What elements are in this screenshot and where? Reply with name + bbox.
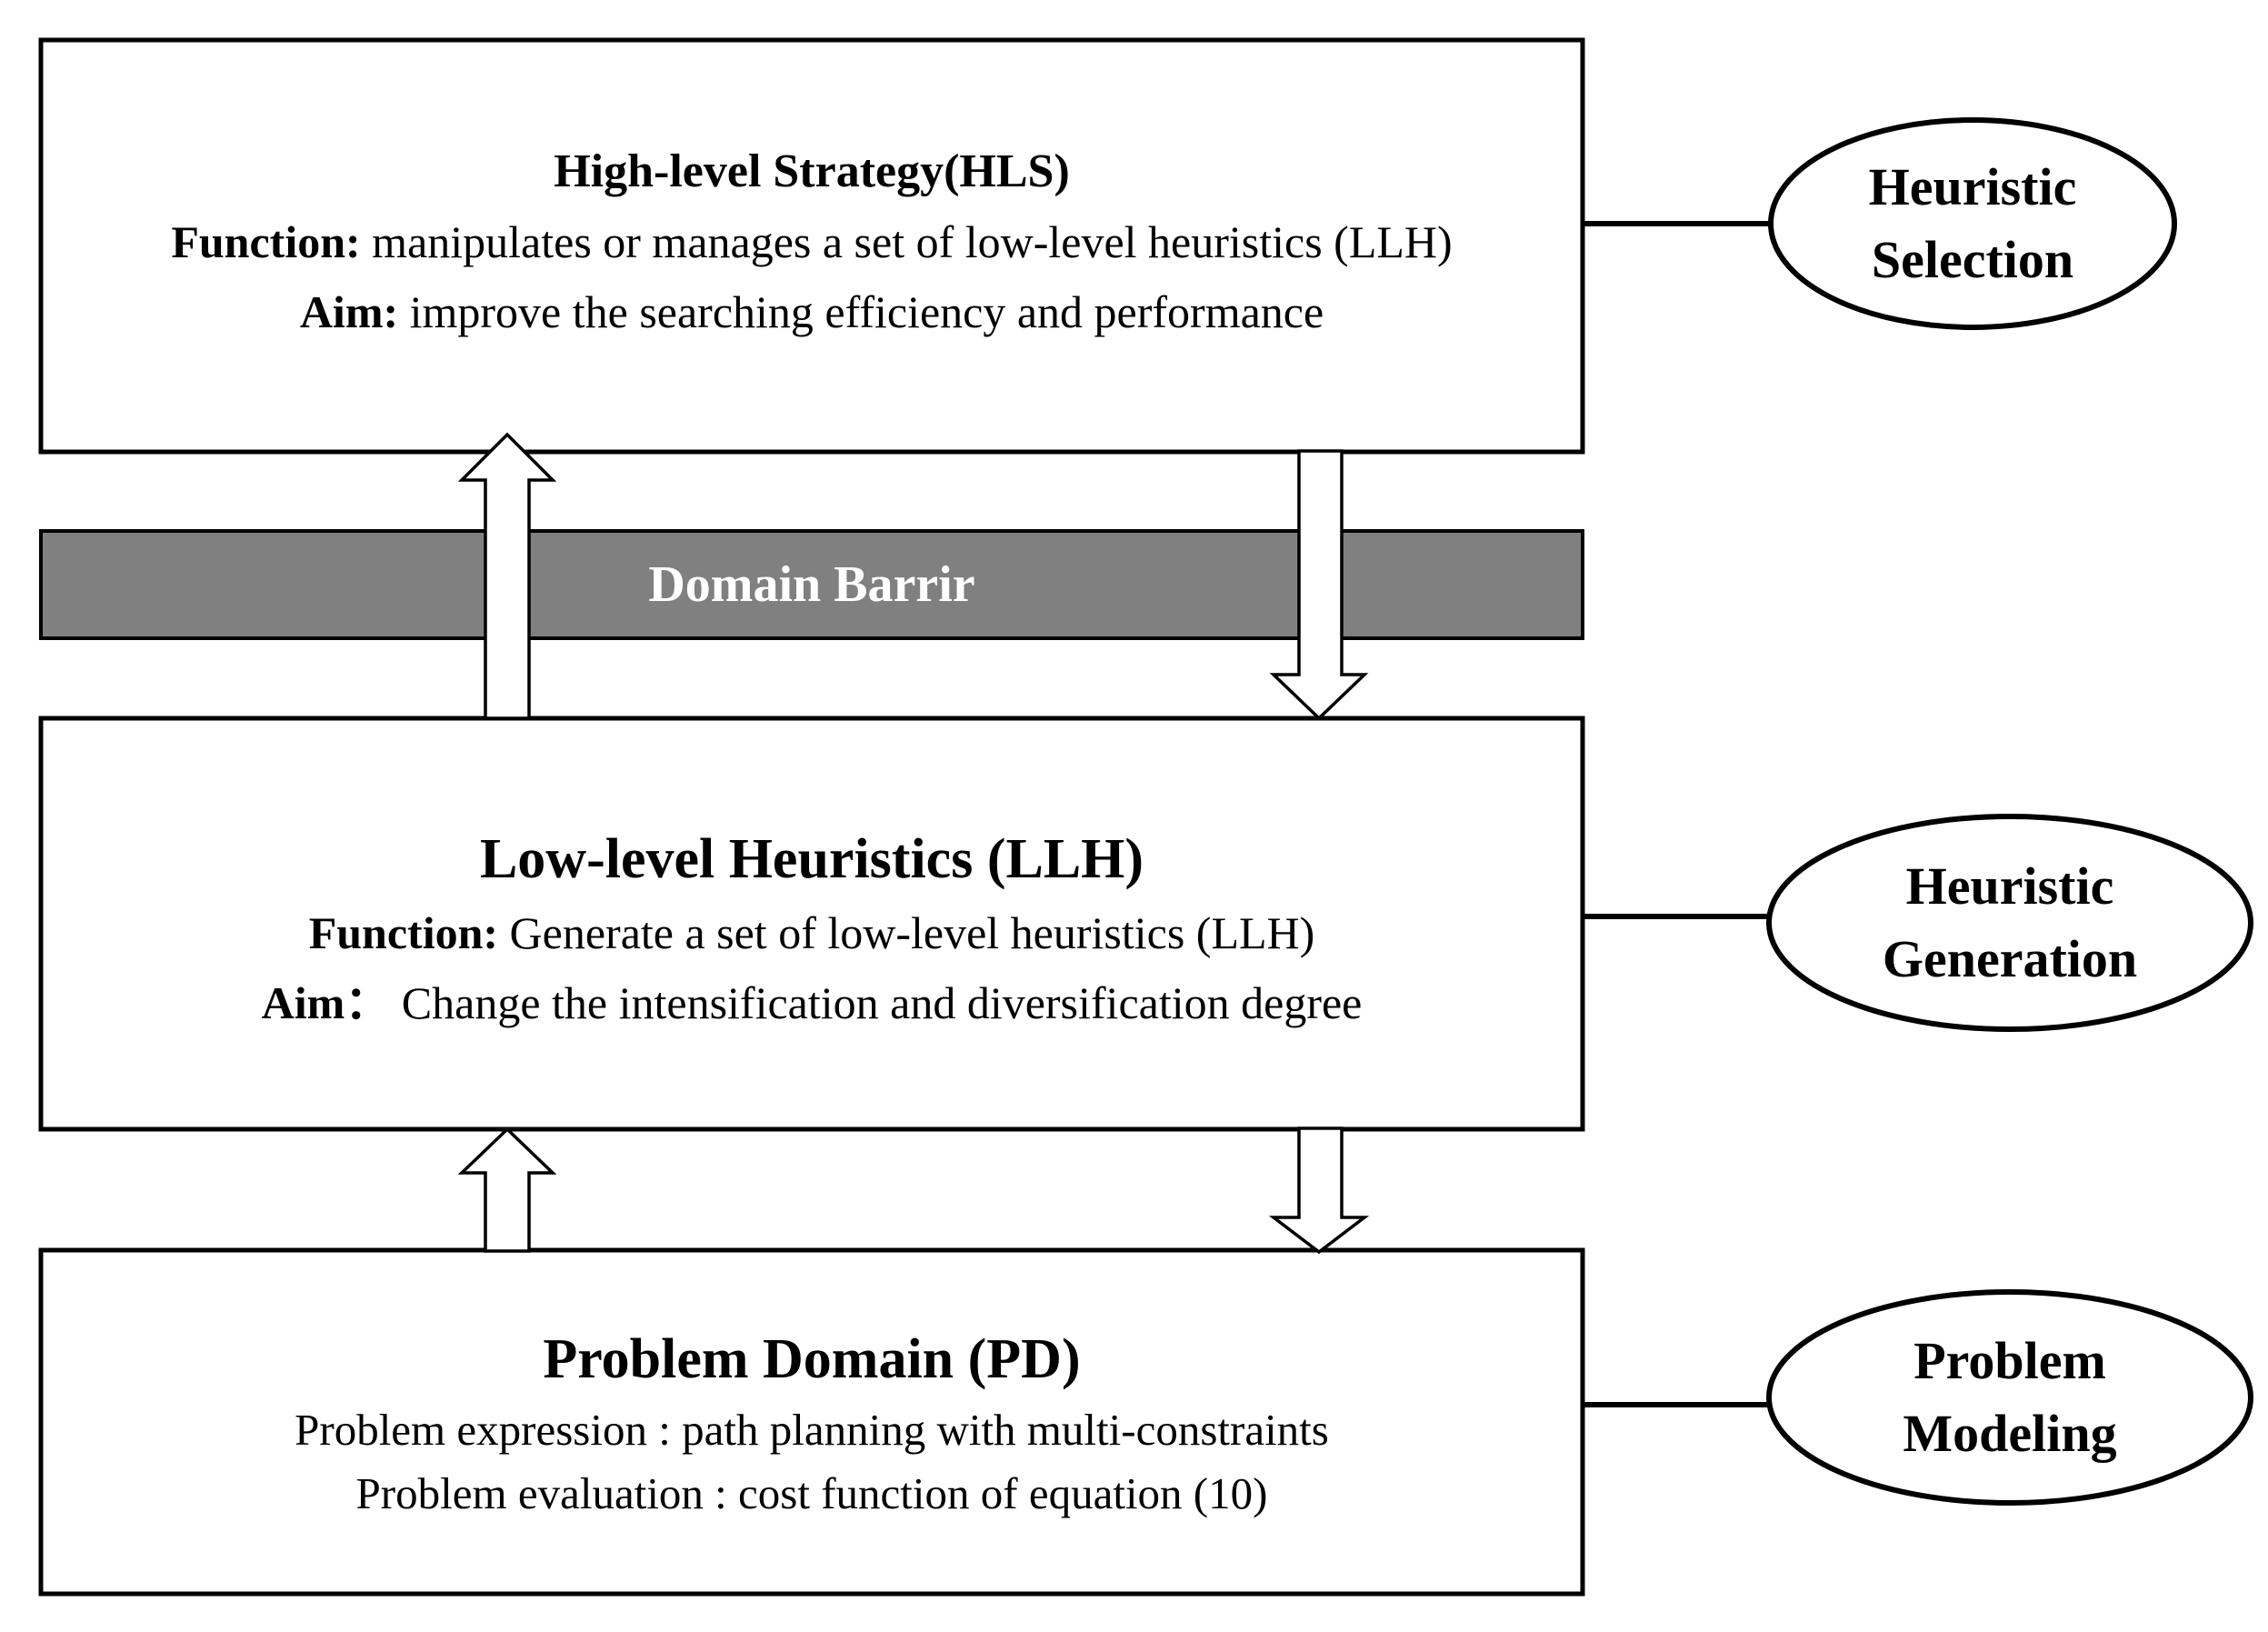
hls-title: High-level Strategy(HLS) — [554, 145, 1070, 197]
problem-modeling-line1: Problem — [1913, 1331, 2106, 1390]
heuristic-selection-label: Heuristic Selection — [1771, 120, 2174, 327]
domain-barrier-label: Domain Barrir — [648, 556, 975, 613]
pd-box-text: Problem Domain (PD) Problem expression :… — [41, 1320, 1583, 1526]
llh-aim-text: Change the intensification and diversifi… — [390, 977, 1363, 1028]
heuristic-selection-line1: Heuristic — [1868, 157, 2077, 216]
hls-function-text: manipulates or manages a set of low-leve… — [360, 216, 1453, 267]
heuristic-generation-ellipse — [1766, 814, 2253, 1032]
pd-evaluation-line: Problem evaluation : cost function of eq… — [355, 1468, 1268, 1518]
down-arrow-llh-to-pd — [1268, 1126, 1370, 1255]
problem-modeling-ellipse — [1766, 1289, 2253, 1506]
hls-aim-label: Aim: — [299, 286, 399, 337]
heuristic-selection-line2: Selection — [1871, 230, 2074, 289]
llh-box — [38, 716, 1585, 1132]
up-arrow-llh-to-hls — [457, 432, 557, 720]
hls-function-line: Function: manipulates or manages a set o… — [41, 207, 1583, 277]
heuristic-generation-line1: Heuristic — [1905, 856, 2114, 916]
llh-function-text: Generate a set of low-level heuristics (… — [498, 907, 1315, 958]
pd-title: Problem Domain (PD) — [543, 1328, 1081, 1390]
problem-modeling-label: Problem Modeling — [1769, 1292, 2251, 1503]
hls-box — [38, 37, 1585, 455]
llh-aim-line: Aim： Change the intensification and dive… — [41, 968, 1583, 1038]
pd-box — [38, 1247, 1585, 1597]
heuristic-generation-line2: Generation — [1882, 929, 2138, 988]
down-arrow-hls-to-llh — [1269, 449, 1369, 721]
llh-title: Low-level Heuristics (LLH) — [479, 828, 1144, 890]
llh-box-text: Low-level Heuristics (LLH) Function: Gen… — [41, 820, 1583, 1038]
hls-box-text: High-level Strategy(HLS) Function: manip… — [41, 136, 1583, 347]
up-arrow-pd-to-llh — [457, 1126, 557, 1253]
problem-modeling-line2: Modeling — [1903, 1404, 2117, 1463]
hls-aim-text: improve the searching efficiency and per… — [398, 286, 1324, 337]
hls-aim-line: Aim: improve the searching efficiency an… — [41, 277, 1583, 347]
hls-function-label: Function: — [171, 216, 361, 267]
llh-function-label: Function: — [308, 907, 499, 958]
heuristic-generation-label: Heuristic Generation — [1769, 816, 2251, 1029]
llh-function-line: Function: Generate a set of low-level he… — [41, 898, 1583, 968]
llh-aim-label: Aim： — [261, 977, 391, 1028]
heuristic-selection-ellipse — [1768, 117, 2177, 330]
pd-expression-line: Problem expression : path planning with … — [295, 1405, 1329, 1455]
